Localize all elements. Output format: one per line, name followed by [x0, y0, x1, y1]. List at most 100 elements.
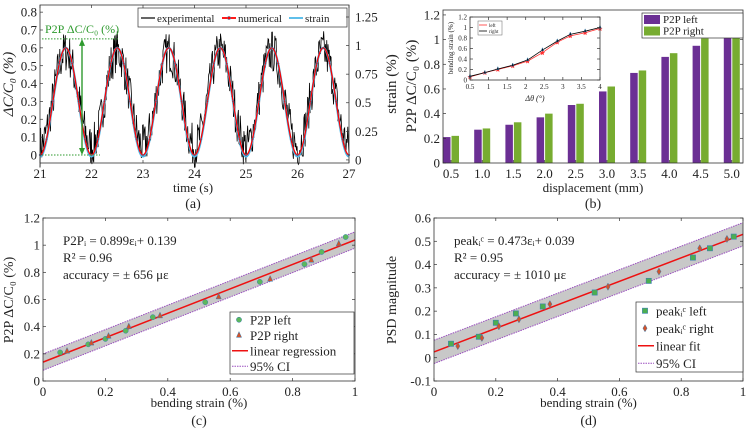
x-tick-label: 0 [431, 384, 438, 399]
chart-b: 0.5 1.0 1.5 2.0 2.5 3.0 3.5 4.0 4.5 5.0 0 0.2 0.4 0.6… [404, 7, 744, 212]
inset-marker-right [555, 38, 559, 43]
numerical-marker [58, 62, 61, 65]
x-tick-a-label: 23 [137, 166, 150, 181]
y-tick-b-label: 0.2 [424, 131, 440, 146]
x-axis-label: bending strain (%) [540, 395, 637, 410]
numerical-marker [109, 62, 112, 65]
data-point-left [149, 314, 156, 321]
numerical-marker [341, 138, 344, 141]
inset-x-tick-label: 2.5 [540, 83, 549, 91]
x-tick-label: 0.2 [97, 384, 113, 399]
numerical-marker [219, 46, 222, 49]
y-tick-label: 0.4 [24, 319, 41, 334]
x-axis-label-a: time (s) [173, 180, 213, 195]
numerical-marker [135, 138, 138, 141]
y-tick-label: 0 [425, 350, 432, 365]
y-tick-label: 0.1 [415, 327, 431, 342]
y-tick-label: 1.2 [24, 211, 40, 226]
data-point-right [724, 234, 730, 244]
x-tick-label: 0.8 [284, 384, 300, 399]
data-point-left [539, 303, 546, 310]
numerical-marker [315, 62, 318, 65]
data-point-left [318, 249, 325, 255]
y-right-tick-a-label: 0.25 [355, 124, 378, 139]
numerical-marker [77, 100, 80, 103]
x-tick-label: 0.2 [488, 384, 504, 399]
numerical-marker [283, 100, 286, 103]
data-point-left [202, 299, 209, 306]
bar-right [669, 53, 678, 163]
inset-marker-left [567, 33, 573, 39]
y-tick-label: 0.6 [415, 211, 432, 226]
data-point-right [88, 338, 95, 346]
legend-label: linear regression [250, 343, 337, 358]
p2p-arrow-head-down-icon [79, 147, 85, 155]
numerical-marker [83, 138, 87, 141]
y-tick-b-label: 1 [434, 32, 441, 47]
axes-b [442, 9, 744, 164]
numerical-marker [64, 46, 67, 49]
p2p-annotation: P2P ΔC/C₀ (%) [45, 22, 119, 36]
legend-a [137, 7, 348, 28]
bar-left [567, 105, 576, 163]
legend-label: 95% CI [656, 356, 696, 371]
data-point-right [64, 346, 71, 354]
y-tick-label: 0.6 [24, 292, 41, 307]
bar-right [701, 38, 709, 164]
x-tick-label: 0.4 [160, 384, 177, 399]
x-tick-b-label: 3.0 [599, 166, 615, 181]
x-tick-label: 0 [40, 384, 47, 399]
x-tick-label: 1 [740, 384, 747, 399]
y-right-tick-a-label: 1.25 [355, 10, 378, 25]
inset-x-tick-label: 0.5 [466, 83, 475, 91]
bar-left [599, 91, 607, 163]
numerical-marker [51, 100, 55, 103]
y-tick-a-label: 0.6 [21, 40, 38, 55]
data-point-right [479, 333, 485, 343]
chart-c: 0 0.2 0.4 0.6 0.8 1 1.2 0 0.2 0.4 0.6 0.8 1 P2Pᵢ = 0.… [2, 211, 358, 429]
legend-label: peakᵢᶜ left [656, 303, 707, 318]
inset-y-tick-label: 0.6 [458, 45, 467, 53]
numerical-marker [251, 138, 254, 141]
inset-marker-right [525, 57, 530, 62]
y-axis-label-b: P2P ΔC/C₀ (%) [404, 40, 420, 133]
numerical-marker [296, 153, 299, 157]
inset-y-tick-label: 0.4 [458, 55, 467, 63]
inset-x-tick-label: 3.5 [577, 83, 586, 91]
ci-lower-line [433, 245, 744, 365]
data-point-left [256, 278, 263, 285]
legend-marker [236, 316, 242, 323]
legend-swatch-right [644, 26, 660, 36]
legend-label: experimental [157, 13, 214, 25]
numerical-marker [309, 100, 312, 103]
bar-right [482, 128, 491, 163]
numerical-marker [180, 100, 183, 103]
numerical-marker [334, 100, 338, 103]
y-tick-label: -0.1 [410, 374, 431, 389]
legend [229, 311, 355, 375]
y-tick-a-label: 0.8 [21, 5, 37, 20]
inset-marker-left [582, 30, 588, 36]
inset-x-tick-label: 2 [524, 83, 528, 91]
legend-marker [642, 324, 648, 333]
data-point-right [157, 311, 163, 319]
legend-label: peakᵢᶜ right [656, 321, 714, 336]
inset-marker-left [539, 50, 545, 56]
data-point-right [335, 239, 342, 247]
inset-x-tick-label: 1 [487, 83, 491, 91]
numerical-marker [122, 62, 125, 65]
inset-y-tick-label: 0.8 [458, 34, 467, 42]
data-point-left [57, 349, 64, 356]
y-tick-a-label: 0.4 [21, 76, 38, 91]
x-tick-b-label: 5.0 [724, 166, 740, 181]
y-tick-label: 0.3 [415, 280, 431, 295]
inset-marker-right [568, 31, 572, 36]
numerical-marker [71, 62, 74, 65]
x-tick-a-label: 21 [34, 166, 47, 181]
x-tick-b-label: 2.0 [536, 166, 552, 181]
annotation: peakᵢᶜ = 0.473εᵢ+ 0.039 [454, 233, 575, 248]
data-point-left [122, 327, 129, 334]
y-axis-label-a: ΔC/C₀ (%) [1, 52, 17, 117]
ci-upper-line [42, 231, 356, 355]
